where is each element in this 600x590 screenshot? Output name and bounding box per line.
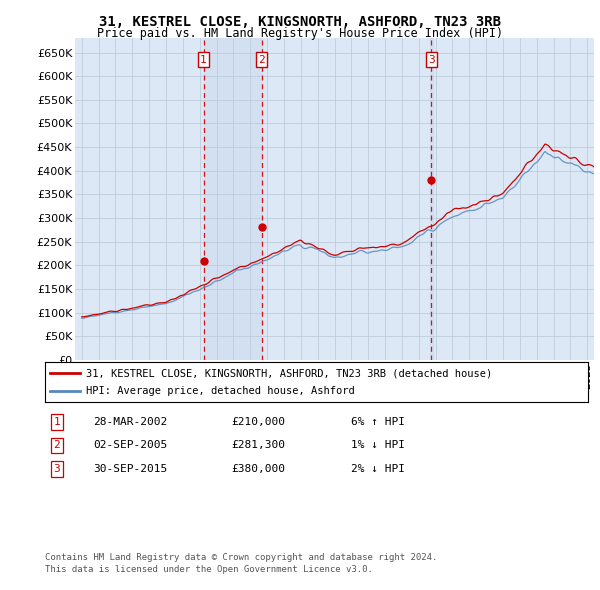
Text: This data is licensed under the Open Government Licence v3.0.: This data is licensed under the Open Gov…: [45, 565, 373, 574]
Text: 3: 3: [428, 55, 435, 65]
Text: 2: 2: [258, 55, 265, 65]
Text: 1: 1: [200, 55, 207, 65]
Text: 31, KESTREL CLOSE, KINGSNORTH, ASHFORD, TN23 3RB (detached house): 31, KESTREL CLOSE, KINGSNORTH, ASHFORD, …: [86, 369, 492, 379]
Text: 31, KESTREL CLOSE, KINGSNORTH, ASHFORD, TN23 3RB: 31, KESTREL CLOSE, KINGSNORTH, ASHFORD, …: [99, 15, 501, 30]
Text: 2% ↓ HPI: 2% ↓ HPI: [351, 464, 405, 474]
Text: HPI: Average price, detached house, Ashford: HPI: Average price, detached house, Ashf…: [86, 386, 355, 396]
Text: 6% ↑ HPI: 6% ↑ HPI: [351, 417, 405, 427]
Text: 1% ↓ HPI: 1% ↓ HPI: [351, 441, 405, 450]
Text: 2: 2: [53, 441, 61, 450]
Text: 3: 3: [53, 464, 61, 474]
Bar: [430, 38, 433, 360]
Text: 1: 1: [53, 417, 61, 427]
Text: 30-SEP-2015: 30-SEP-2015: [93, 464, 167, 474]
Text: 28-MAR-2002: 28-MAR-2002: [93, 417, 167, 427]
Text: £281,300: £281,300: [231, 441, 285, 450]
Text: Contains HM Land Registry data © Crown copyright and database right 2024.: Contains HM Land Registry data © Crown c…: [45, 553, 437, 562]
Text: Price paid vs. HM Land Registry's House Price Index (HPI): Price paid vs. HM Land Registry's House …: [97, 27, 503, 40]
Text: £380,000: £380,000: [231, 464, 285, 474]
Text: 02-SEP-2005: 02-SEP-2005: [93, 441, 167, 450]
Text: £210,000: £210,000: [231, 417, 285, 427]
Bar: [203, 38, 262, 360]
